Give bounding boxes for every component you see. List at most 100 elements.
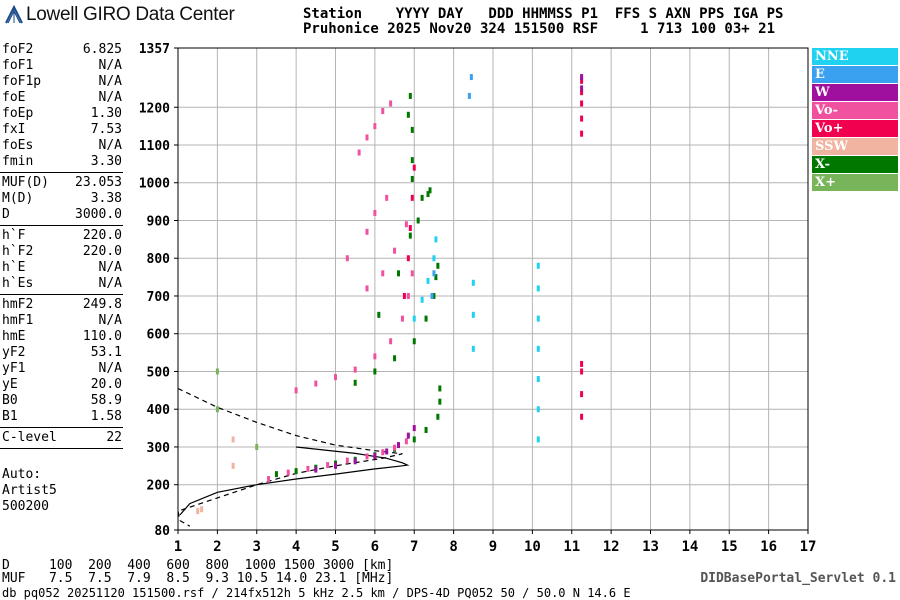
param-value: 53.1 [90, 345, 122, 360]
echo-point [393, 355, 397, 362]
echo-point [381, 108, 385, 115]
echo-point [408, 232, 412, 239]
echo-point [428, 187, 432, 194]
echo-point [353, 379, 357, 386]
param-key: D [2, 207, 10, 222]
param-key: hmF1 [2, 313, 34, 328]
echo-point [580, 85, 584, 92]
x-tick-label: 5 [331, 539, 339, 555]
echo-point [424, 315, 428, 322]
echo-point [436, 262, 440, 269]
param-key: yE [2, 377, 18, 392]
echo-point [365, 228, 369, 235]
param-row: hmF1 N/A [0, 313, 126, 329]
param-value: N/A [98, 74, 122, 89]
legend-item: Vo- [812, 102, 898, 119]
echo-point [196, 508, 200, 515]
echo-point [406, 292, 410, 299]
param-value: N/A [98, 58, 122, 73]
param-key: h`F [2, 228, 26, 243]
param-separator [0, 172, 123, 173]
param-row: M(D) 3.38 [0, 191, 126, 207]
param-key: foF2 [2, 42, 34, 57]
echo-point [385, 194, 389, 201]
y-tick-label: 1357 [139, 42, 170, 57]
echo-point [381, 449, 385, 456]
echo-point [345, 457, 349, 464]
legend-item: X- [812, 156, 898, 173]
echo-point [294, 468, 298, 475]
param-row: h`Es N/A [0, 276, 126, 292]
header-labels: Station YYYY DAY DDD HHMMSS P1 FFS S AXN… [303, 6, 784, 22]
param-row: yF1 N/A [0, 361, 126, 377]
footer-muf-row: MUF 7.5 7.5 7.9 8.5 9.3 10.5 14.0 23.1 [… [2, 571, 394, 586]
param-value: N/A [98, 260, 122, 275]
param-row: foF1p N/A [0, 74, 126, 90]
echo-point [389, 338, 393, 345]
logo-text: Lowell GIRO Data Center [26, 4, 235, 25]
param-row: B1 1.58 [0, 409, 126, 425]
param-row: hmE 110.0 [0, 329, 126, 345]
x-tick-label: 12 [603, 539, 620, 555]
echo-point [580, 89, 584, 96]
param-key: B0 [2, 393, 18, 408]
x-tick-label: 15 [721, 539, 738, 555]
param-key: h`E [2, 260, 26, 275]
echo-point [357, 149, 361, 156]
echo-point [400, 315, 404, 322]
echo-point [416, 217, 420, 224]
echo-point [334, 374, 337, 381]
echo-point [410, 194, 414, 201]
auto-software: Artist5 [2, 483, 57, 498]
param-separator [0, 427, 123, 428]
autoscaling-info: Auto: Artist5 500200 [2, 467, 57, 515]
echo-point [580, 368, 584, 375]
y-tick-label: 600 [147, 328, 171, 343]
y-tick-label: 1000 [139, 177, 170, 192]
footer-info: db pq052 20251120 151500.rsf / 214fx512h… [2, 586, 631, 600]
y-tick-label: 1200 [139, 101, 170, 116]
param-row: h`F 220.0 [0, 228, 126, 244]
param-value: 22 [106, 430, 122, 445]
echo-point [314, 380, 318, 387]
param-row: B0 58.9 [0, 393, 126, 409]
param-key: h`Es [2, 276, 34, 291]
param-key: M(D) [2, 191, 34, 206]
y-tick-label: 1100 [139, 139, 170, 154]
echo-point [536, 436, 540, 443]
echo-point [406, 255, 410, 262]
legend-item: W [812, 84, 898, 101]
y-tick-label: 300 [147, 441, 171, 456]
param-row: h`E N/A [0, 260, 126, 276]
echo-point [274, 471, 278, 478]
param-value: N/A [98, 313, 122, 328]
x-tick-label: 3 [253, 539, 261, 555]
echo-point [434, 274, 438, 281]
echo-point [408, 225, 412, 232]
echo-point [385, 448, 389, 455]
echo-point [536, 406, 540, 413]
logo: Lowell GIRO Data Center [4, 4, 235, 26]
echo-point [255, 443, 259, 450]
param-key: yF2 [2, 345, 26, 360]
echo-point [200, 506, 204, 513]
echo-point [267, 476, 271, 483]
param-row: MUF(D) 23.053 [0, 175, 126, 191]
x-tick-label: 2 [213, 539, 221, 555]
echo-point [580, 413, 584, 420]
echo-point [373, 123, 377, 130]
param-value: 3000.0 [75, 207, 122, 222]
echo-point [365, 285, 369, 292]
y-tick-label: 80 [154, 524, 170, 539]
echo-point [410, 175, 414, 182]
echo-point [536, 285, 540, 292]
profile-bound [177, 387, 403, 527]
param-key: yF1 [2, 361, 26, 376]
echo-point [471, 311, 475, 318]
y-tick-label: 500 [147, 365, 171, 380]
echo-point [381, 270, 385, 277]
echo-point [231, 462, 235, 469]
header-values: Pruhonice 2025 Nov20 324 151500 RSF 1 71… [303, 21, 776, 37]
y-tick-label: 800 [147, 252, 171, 267]
param-value: N/A [98, 361, 122, 376]
